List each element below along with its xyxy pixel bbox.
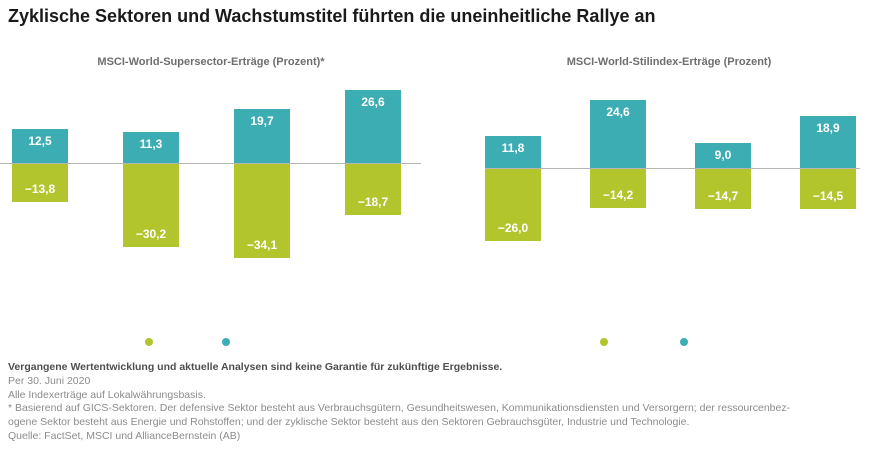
bar-value-label: 19,7 — [250, 114, 274, 128]
bar-value-label: 11,8 — [501, 141, 525, 155]
bar-negative — [123, 164, 179, 247]
gics-footnote-line-2: ogene Sektor besteht aus Energie und Roh… — [8, 416, 690, 429]
bar-negative — [695, 169, 751, 209]
page-title: Zyklische Sektoren und Wachstumstitel fü… — [8, 6, 656, 26]
as-of-date: Per 30. Juni 2020 — [8, 374, 91, 387]
bar-positive — [485, 136, 541, 168]
bar-negative — [590, 169, 646, 208]
performance-disclaimer: Vergangene Wertentwicklung und aktuelle … — [8, 361, 503, 373]
bar-negative — [12, 164, 68, 202]
bar-positive — [695, 143, 751, 168]
bar-value-label: 26,6 — [361, 95, 385, 109]
footnotes: Vergangene Wertentwicklung und aktuelle … — [8, 361, 876, 444]
bar-value-label: −34,1 — [246, 238, 278, 252]
bar-value-label: 12,5 — [28, 134, 52, 148]
legend-dot-positive — [680, 338, 688, 346]
legend-dot-negative — [600, 338, 608, 346]
bar-positive — [12, 129, 68, 163]
bar-value-label: −18,7 — [357, 195, 389, 209]
source-note: Quelle: FactSet, MSCI und AllianceBernst… — [8, 429, 241, 442]
chart-title-supersector: MSCI-World-Supersector-Erträge (Prozent)… — [97, 56, 325, 68]
bar-value-label: −26,0 — [497, 221, 529, 235]
bar-negative — [345, 164, 401, 215]
gics-footnote-line-1: * Basierend auf GICS-Sektoren. Der defen… — [8, 402, 791, 415]
bar-negative — [234, 164, 290, 258]
bar-value-label: −30,2 — [135, 227, 167, 241]
bar-value-label: 9,0 — [714, 148, 732, 162]
bar-positive — [590, 100, 646, 168]
bar-value-label: 24,6 — [606, 105, 630, 119]
bar-value-label: −13,8 — [24, 182, 56, 196]
bar-positive — [234, 109, 290, 163]
index-basis-note: Alle Indexerträge auf Lokalwährungsbasis… — [8, 388, 206, 401]
bar-negative — [485, 169, 541, 241]
chart-title-stilindex: MSCI-World-Stilindex-Erträge (Prozent) — [566, 56, 772, 68]
bar-value-label: 11,3 — [139, 137, 163, 151]
bar-positive — [345, 90, 401, 163]
bar-value-label: −14,7 — [707, 189, 739, 203]
legend-dot-positive — [222, 338, 230, 346]
zero-axis-line — [485, 168, 860, 169]
legend-dot-negative — [145, 338, 153, 346]
bar-value-label: 18,9 — [816, 121, 840, 135]
zero-axis-line — [0, 163, 421, 164]
bar-value-label: −14,2 — [602, 188, 634, 202]
bar-positive — [123, 132, 179, 163]
bar-positive — [800, 116, 856, 168]
bar-negative — [800, 169, 856, 209]
bar-value-label: −14,5 — [812, 189, 844, 203]
